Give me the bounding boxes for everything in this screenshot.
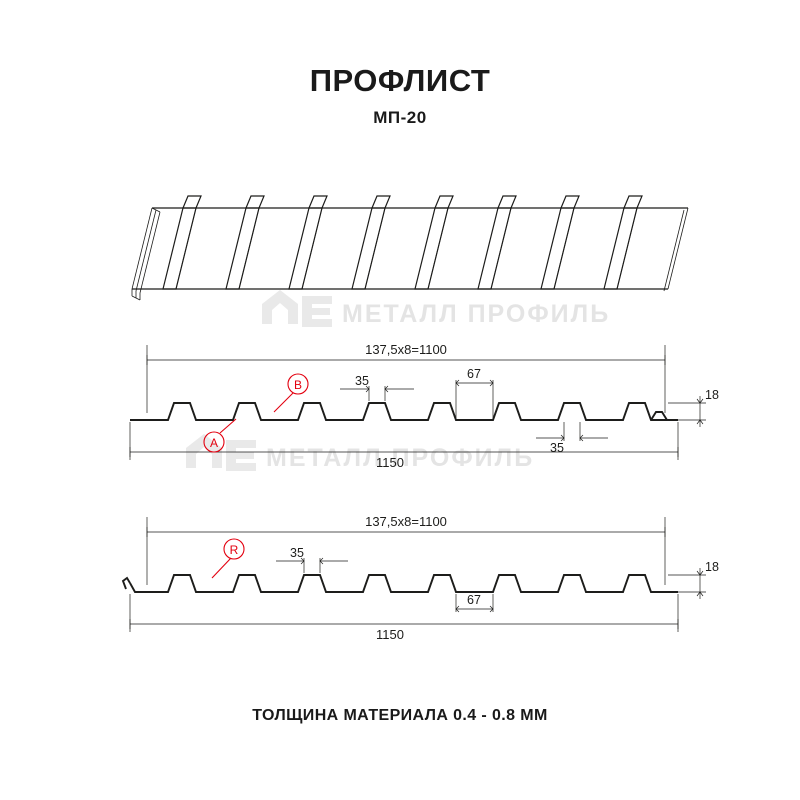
- callout-a-label: A: [210, 436, 218, 450]
- dim-35-lower-1: 35: [550, 441, 564, 455]
- model-label: МП-20: [373, 108, 427, 127]
- material-thickness-note: ТОЛЩИНА МАТЕРИАЛА 0.4 - 0.8 ММ: [252, 707, 548, 724]
- watermark-logo-middle: МЕТАЛЛ ПРОФИЛЬ: [186, 434, 534, 472]
- page-title: ПРОФЛИСТ: [309, 63, 491, 98]
- callout-r-label: R: [230, 543, 239, 557]
- callout-a-circle: [203, 431, 225, 453]
- dim-total-width-2: 1150: [376, 627, 404, 642]
- callout-b-label: B: [294, 378, 302, 392]
- watermark-logo-top: МЕТАЛЛ ПРОФИЛЬ: [262, 290, 610, 328]
- dim-pitch-top-1: 137,5х8=1100: [365, 342, 447, 357]
- callout-r-circle: [223, 538, 245, 560]
- dim-67-1: 67: [467, 367, 481, 381]
- callout-b-circle: [287, 373, 309, 395]
- dim-height-2: 18: [705, 560, 719, 574]
- title-block: ПРОФЛИСТ МП-20: [0, 64, 800, 128]
- dim-total-width-1: 1150: [376, 455, 404, 470]
- section-view-r: 137,5х8=1100 18 35 67: [121, 514, 719, 642]
- dim-35-upper-1: 35: [355, 374, 369, 388]
- dim-pitch-top-2: 137,5х8=1100: [365, 514, 447, 529]
- section-view-a-b: 137,5х8=1100 18 35: [129, 342, 719, 470]
- dim-height-1: 18: [705, 388, 719, 402]
- dim-67-2: 67: [467, 593, 481, 607]
- isometric-profile-view: [131, 195, 689, 301]
- watermark-text-2: МЕТАЛЛ ПРОФИЛЬ: [266, 444, 534, 472]
- dim-35-2: 35: [290, 546, 304, 560]
- watermark-text: МЕТАЛЛ ПРОФИЛЬ: [342, 300, 610, 328]
